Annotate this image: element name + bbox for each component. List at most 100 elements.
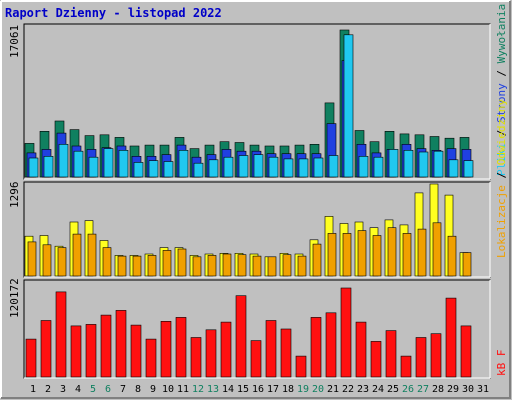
x-tick-label: 17 <box>267 384 279 395</box>
kbytes-bar <box>445 297 457 378</box>
legend-middle: Lokalizacje / Odwiedziny <box>495 99 508 258</box>
kbytes-bar <box>40 320 52 378</box>
unique-bar <box>417 228 427 277</box>
unique-bar <box>42 244 52 277</box>
x-tick-label: 18 <box>282 384 294 395</box>
unique-bar <box>132 255 142 277</box>
files-bar <box>178 150 189 178</box>
kbytes-bar <box>310 317 322 378</box>
unique-bar <box>27 241 37 277</box>
x-tick-label: 22 <box>342 384 354 395</box>
unique-bar <box>192 256 202 277</box>
kbytes-bar <box>190 337 202 378</box>
files-bar <box>118 150 129 178</box>
legend-bottom: kB F <box>495 350 508 377</box>
x-tick-label: 20 <box>312 384 324 395</box>
legend-sep-1: / <box>495 123 508 143</box>
panel-top-bars <box>24 29 474 178</box>
files-bar <box>58 144 69 178</box>
x-tick-label: 24 <box>372 384 384 395</box>
files-bar <box>133 162 144 178</box>
panel-top-ymax-label: 17061 <box>8 25 21 58</box>
x-tick-label: 3 <box>60 384 66 395</box>
kbytes-bar <box>220 321 232 378</box>
files-bar <box>148 160 159 178</box>
files-bar <box>358 156 369 178</box>
kbytes-bar <box>205 329 217 378</box>
files-bar <box>163 161 174 178</box>
unique-bar <box>147 255 157 277</box>
legend-hits: Odwiedziny <box>495 99 508 166</box>
x-tick-label: 14 <box>222 384 234 395</box>
files-bar <box>343 34 354 178</box>
unique-bar <box>102 247 112 277</box>
unique-bar <box>222 253 232 277</box>
legend-unique: Lokalizacje <box>495 185 508 258</box>
files-bar <box>73 150 84 178</box>
files-bar <box>88 156 99 178</box>
files-bar <box>193 162 204 178</box>
panel-bottom-bars <box>25 287 472 378</box>
unique-bar <box>177 248 187 277</box>
legend-pages: Strony <box>495 83 508 123</box>
unique-bar <box>372 235 382 277</box>
unique-bar <box>342 233 352 277</box>
unique-bar <box>312 243 322 277</box>
x-tick-label: 30 <box>462 384 474 395</box>
files-bar <box>403 150 414 178</box>
kbytes-bar <box>100 314 112 378</box>
kbytes-bar <box>325 312 337 378</box>
panel-middle-ymax-label: 1296 <box>8 182 21 209</box>
x-tick-label: 1 <box>30 384 36 395</box>
files-bar <box>463 160 474 178</box>
unique-bar <box>87 233 97 277</box>
files-bar <box>43 156 54 178</box>
kbytes-bar <box>145 338 157 378</box>
files-bar <box>373 156 384 178</box>
x-tick-label: 11 <box>177 384 189 395</box>
legend-sep-2: / <box>495 63 508 83</box>
x-axis-day-labels: 1 2 3 4 5 6 7 8 9 10 11 12 13 14 15 16 17 18 19 20 21 22 23 24 2… <box>30 384 489 395</box>
kbytes-bar <box>25 338 37 378</box>
files-bar <box>418 151 429 178</box>
files-bar <box>253 154 264 178</box>
unique-bar <box>57 247 67 277</box>
panel-middle-bars <box>24 183 472 277</box>
x-tick-label: 19 <box>297 384 309 395</box>
files-bar <box>208 159 219 178</box>
kbytes-bar <box>265 320 277 378</box>
x-tick-label: 15 <box>237 384 249 395</box>
kbytes-bar <box>280 328 292 378</box>
x-tick-label: 25 <box>387 384 399 395</box>
legend-visits: Wywołania <box>495 4 508 64</box>
files-bar <box>313 157 324 178</box>
unique-bar <box>252 255 262 277</box>
x-tick-label: 5 <box>90 384 96 395</box>
files-bar <box>328 155 339 178</box>
unique-bar <box>117 255 127 277</box>
x-tick-label: 2 <box>45 384 51 395</box>
x-tick-label: 23 <box>357 384 369 395</box>
kbytes-bar <box>385 330 397 378</box>
x-tick-label: 26 <box>402 384 414 395</box>
files-bar <box>388 149 399 178</box>
kbytes-bar <box>295 355 307 378</box>
kbytes-bar <box>430 333 442 378</box>
kbytes-bar <box>55 291 67 378</box>
x-tick-label: 16 <box>252 384 264 395</box>
kbytes-bar <box>175 317 187 378</box>
kbytes-bar <box>460 325 472 378</box>
unique-bar <box>447 235 457 277</box>
unique-bar <box>357 230 367 277</box>
kbytes-bar <box>160 320 172 378</box>
unique-bar <box>297 255 307 277</box>
unique-bar <box>72 233 82 277</box>
kbytes-bar <box>250 340 262 378</box>
unique-bar <box>432 222 442 277</box>
files-bar <box>448 159 459 178</box>
files-bar <box>298 158 309 178</box>
unique-bar <box>327 233 337 277</box>
x-tick-label: 9 <box>150 384 156 395</box>
kbytes-bar <box>130 324 142 378</box>
